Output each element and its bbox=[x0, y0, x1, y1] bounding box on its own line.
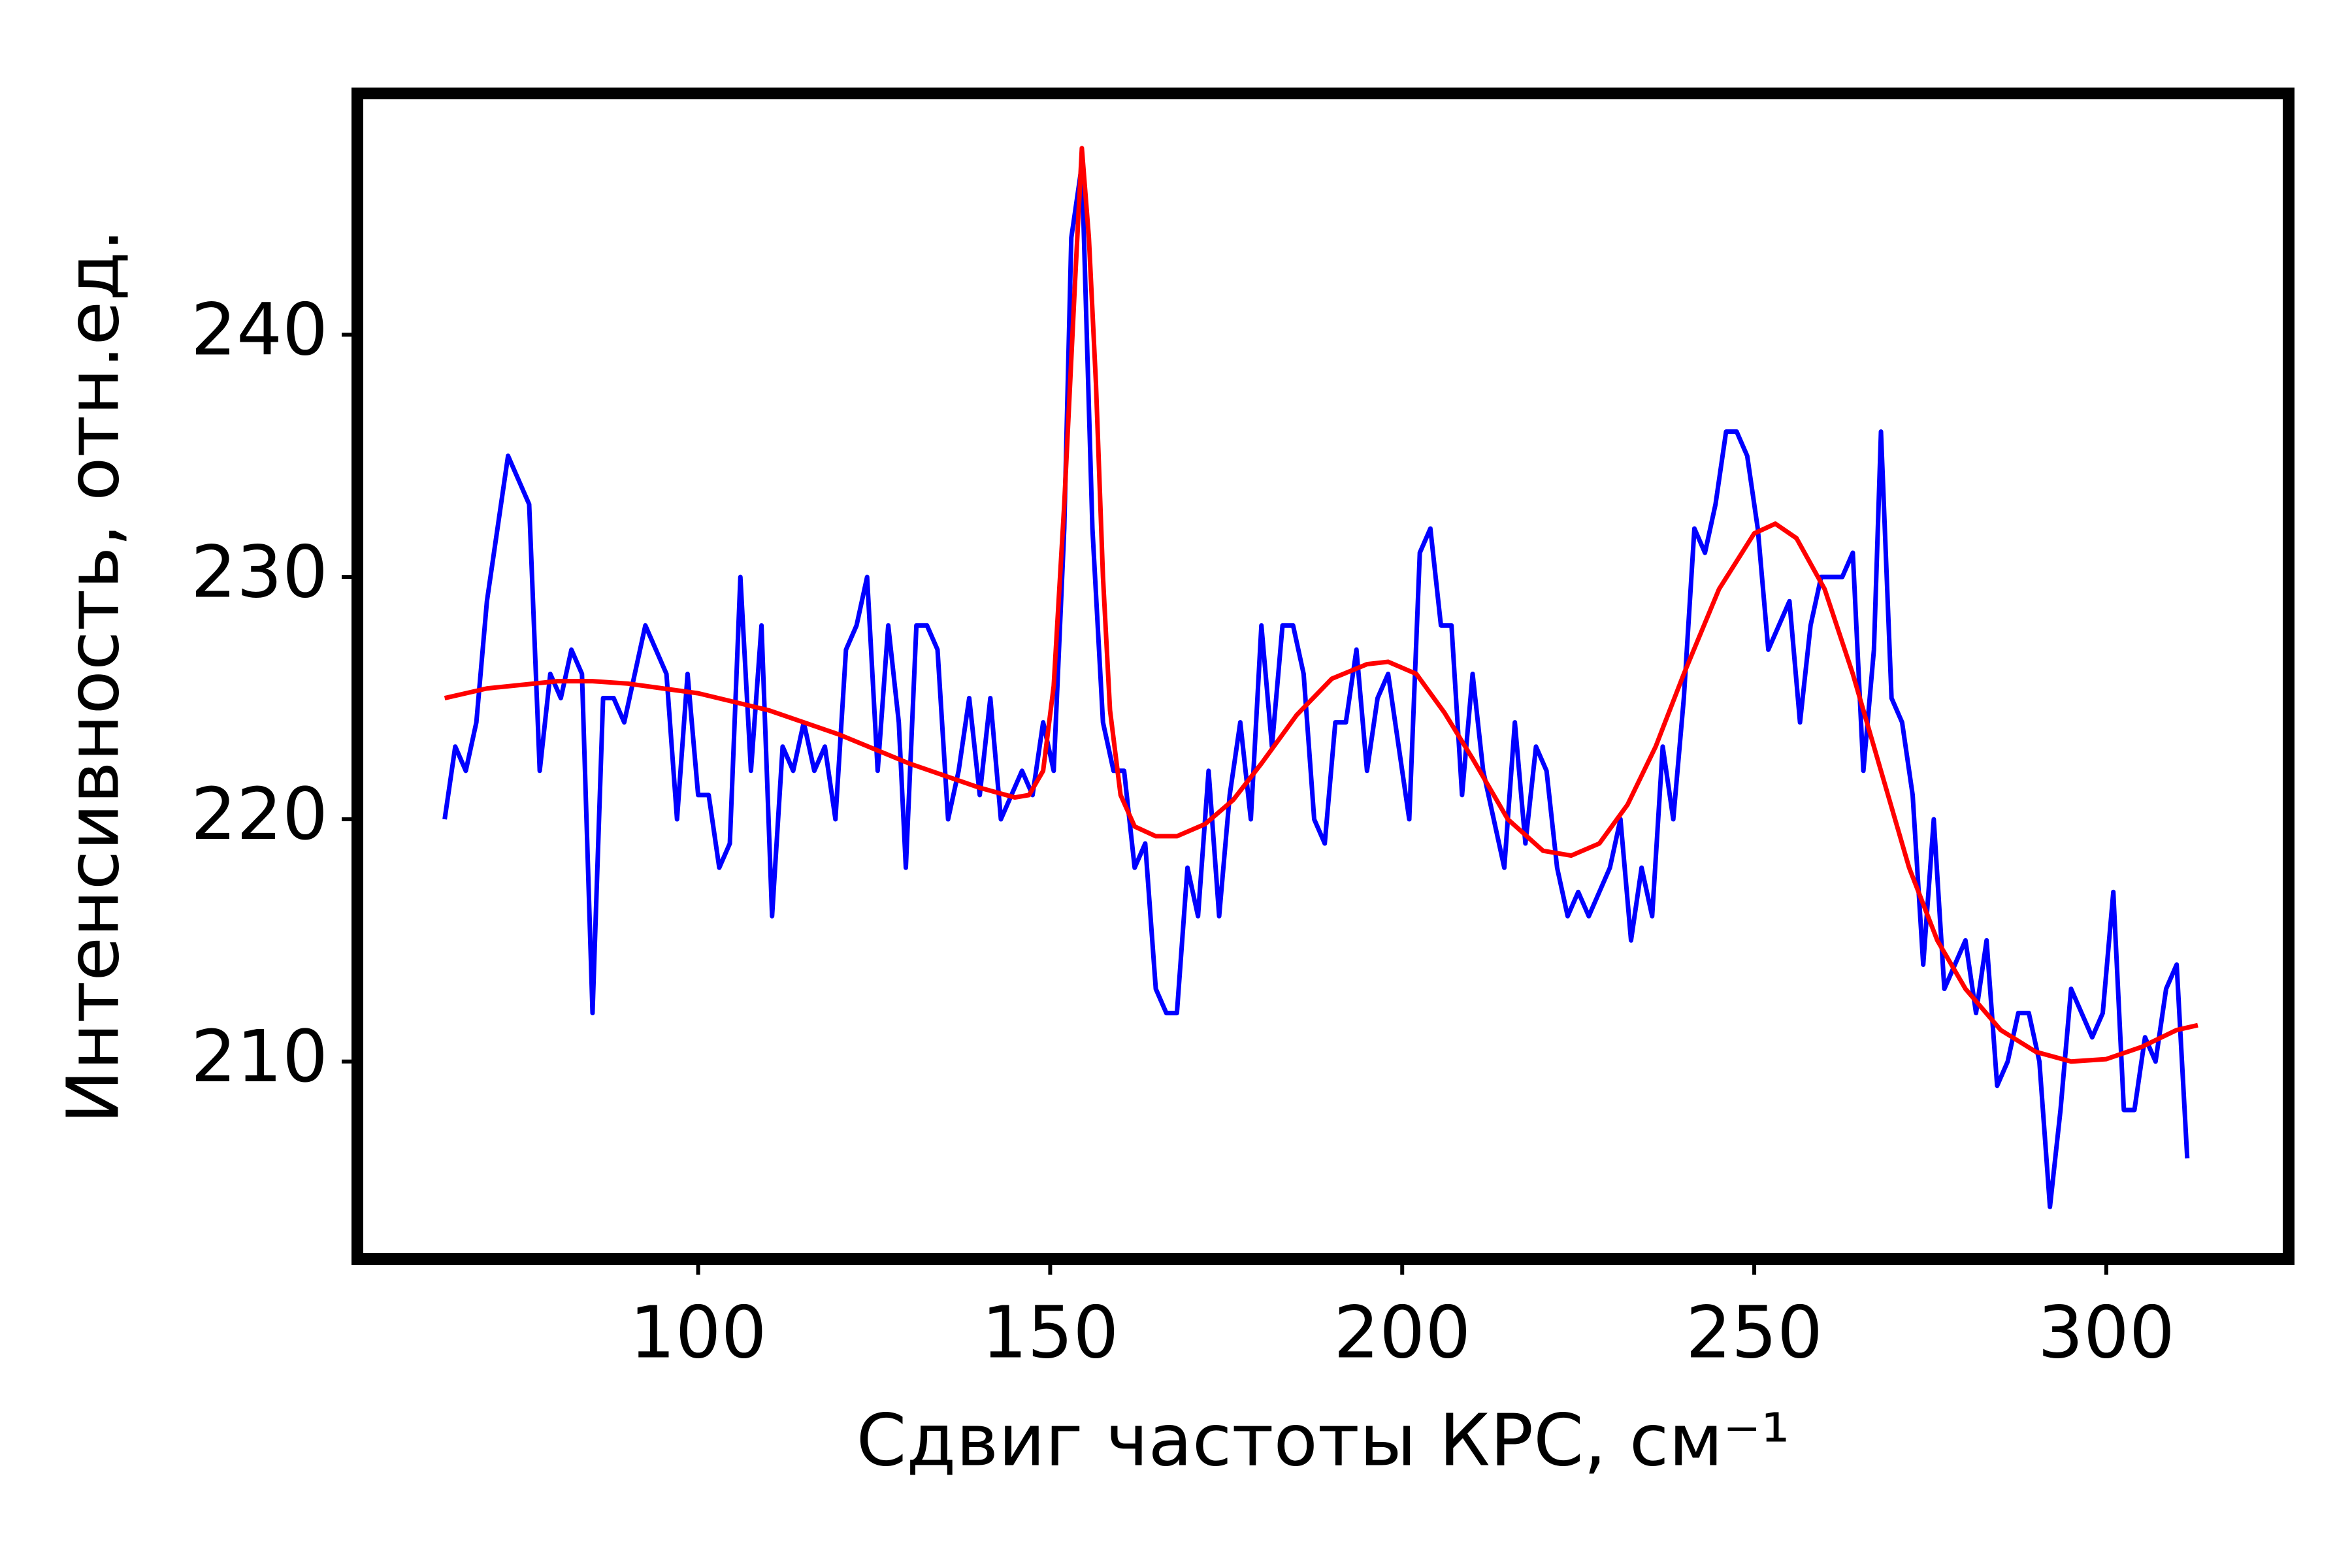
x-tick-label: 150 bbox=[981, 1290, 1119, 1374]
y-tick-label: 210 bbox=[191, 1015, 328, 1098]
y-tick-label: 220 bbox=[191, 772, 328, 856]
x-tick-label: 250 bbox=[1686, 1290, 1823, 1374]
y-axis-label: Интенсивность, отн.ед. bbox=[51, 229, 135, 1124]
x-tick-label: 300 bbox=[2038, 1290, 2175, 1374]
plot-frame bbox=[351, 88, 2295, 1265]
data-line bbox=[442, 163, 2190, 1209]
y-tick-label: 240 bbox=[191, 288, 328, 372]
data-line bbox=[444, 146, 2198, 1064]
x-axis-label: Сдвиг частоты КРС, см⁻¹ bbox=[857, 1398, 1790, 1482]
y-tick-label: 230 bbox=[191, 530, 328, 613]
x-tick-label: 100 bbox=[630, 1290, 767, 1374]
x-tick-label: 200 bbox=[1333, 1290, 1471, 1374]
